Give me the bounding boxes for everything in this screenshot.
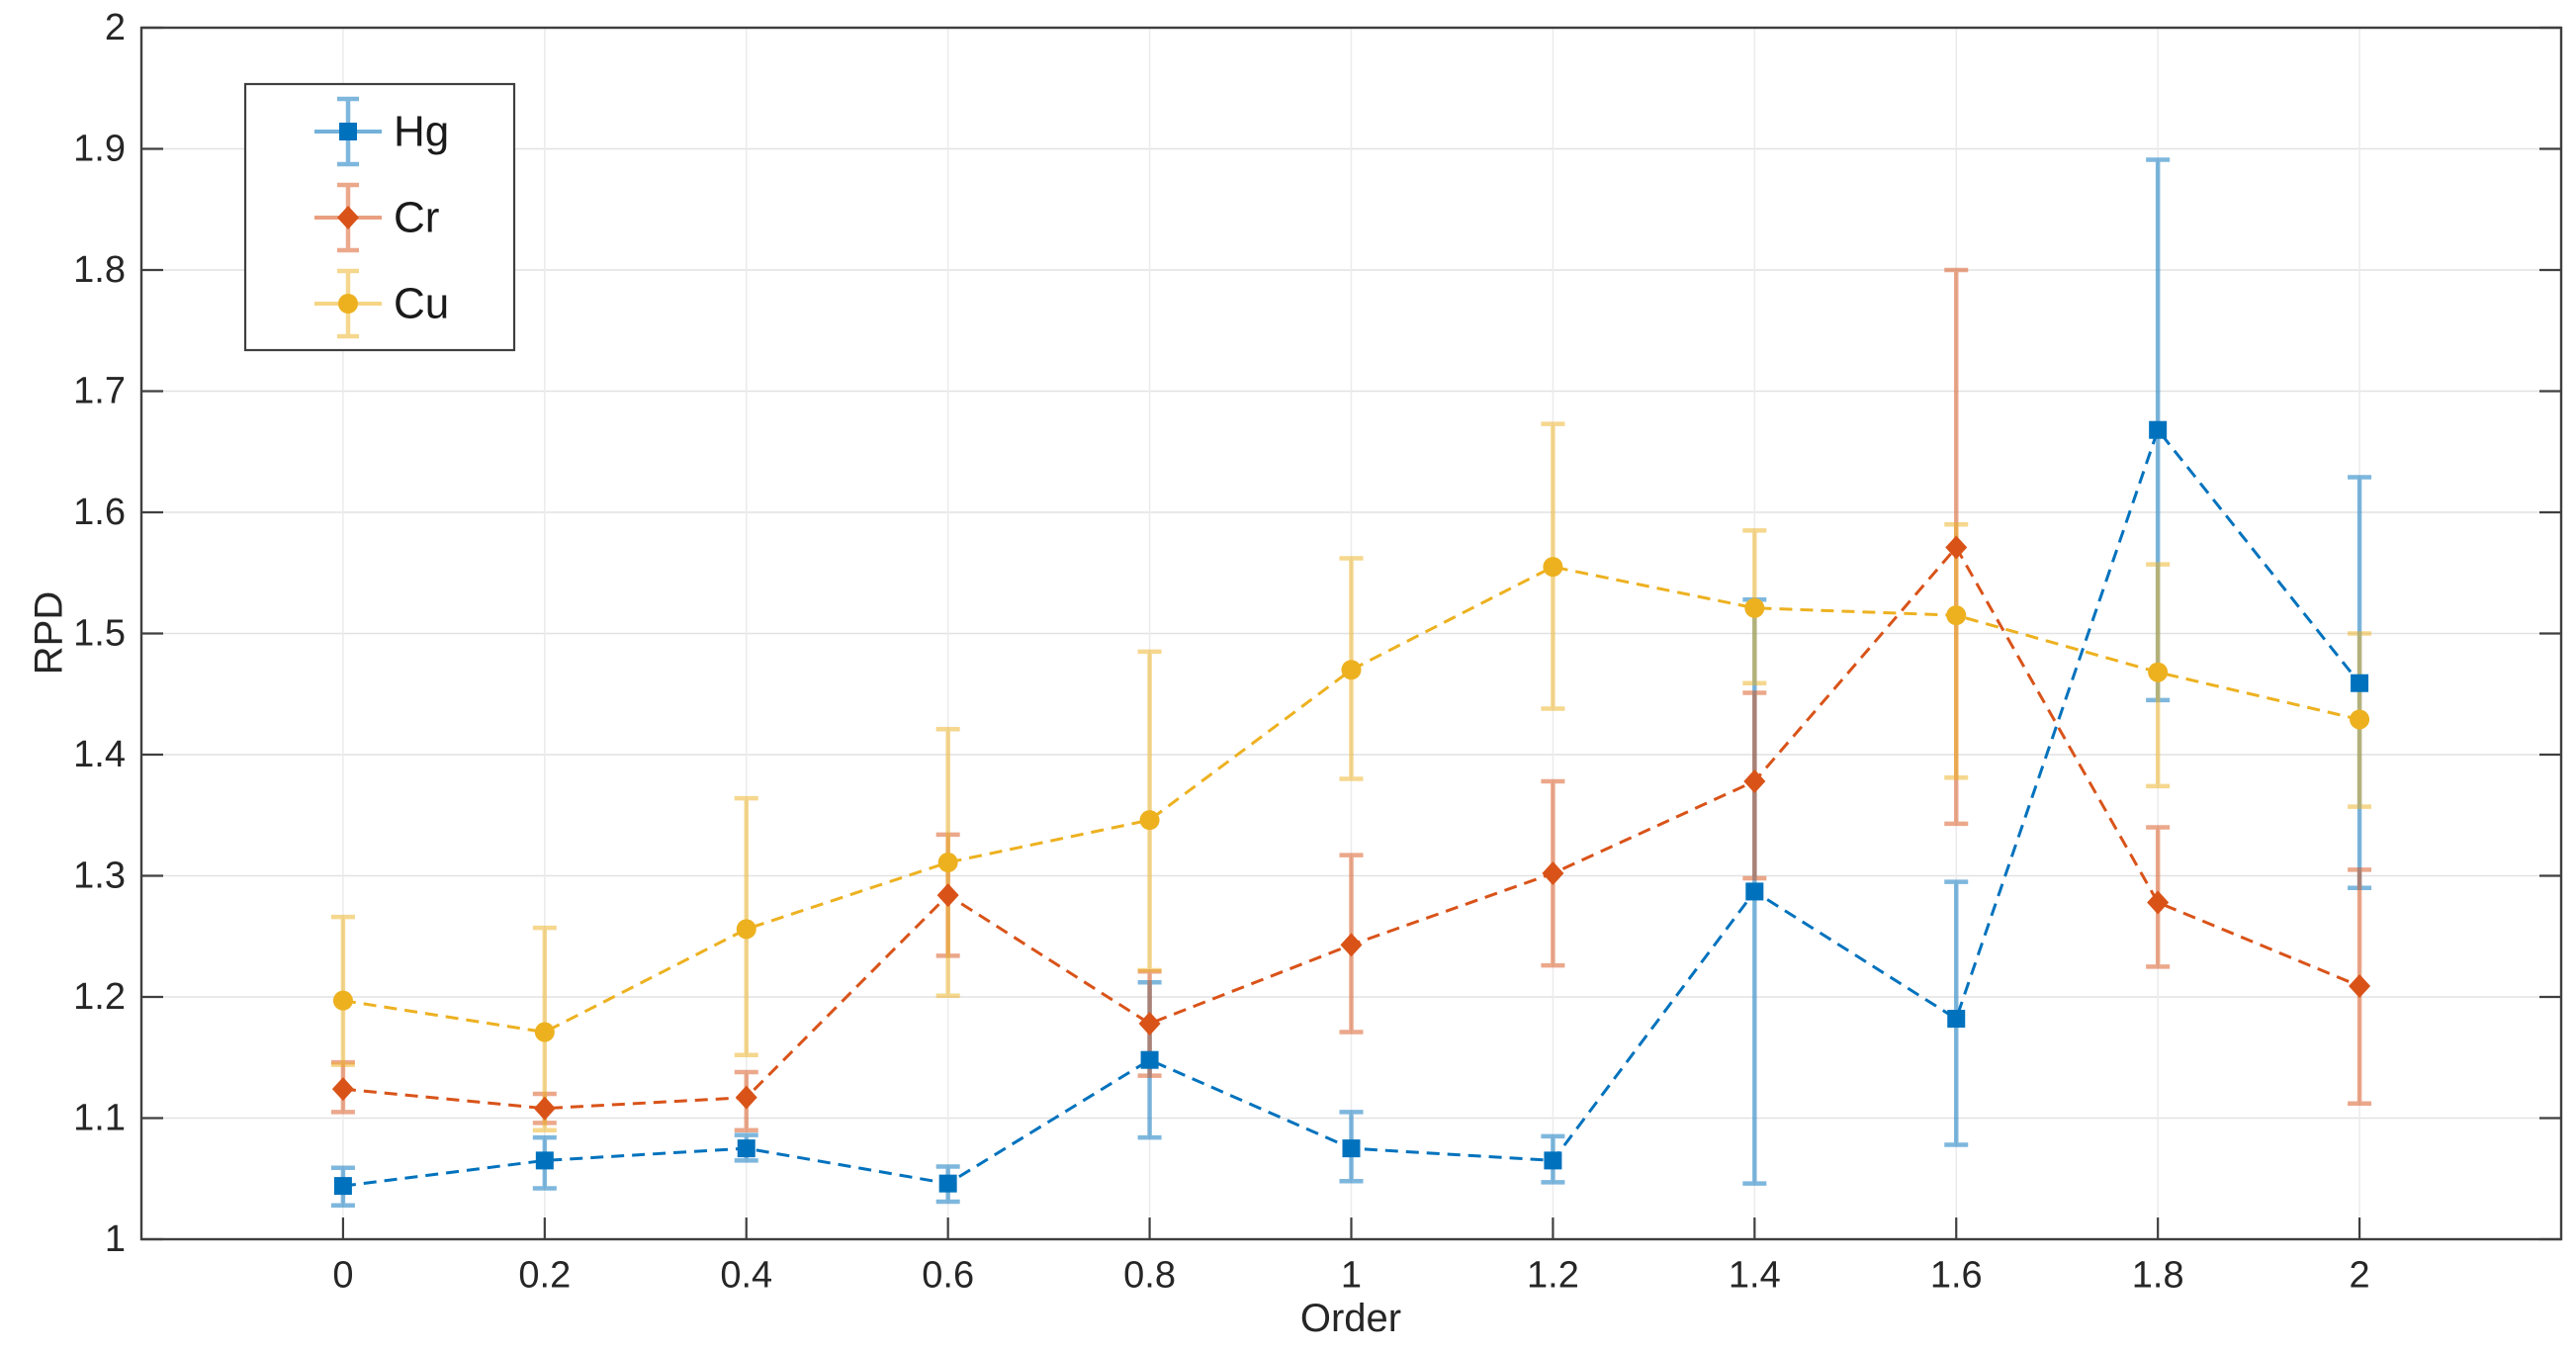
cu-series-line bbox=[342, 565, 2360, 1035]
y-tick-label: 1.7 bbox=[73, 371, 126, 412]
x-tick-label: 0.2 bbox=[518, 1254, 571, 1296]
y-tick-label: 1.2 bbox=[73, 976, 126, 1018]
cu-marker bbox=[1139, 810, 1160, 831]
cu-marker bbox=[1543, 557, 1563, 578]
cu-marker bbox=[534, 1022, 555, 1042]
cr-marker bbox=[1340, 933, 1363, 957]
y-axis-title: RPD bbox=[28, 591, 71, 675]
y-tick-label: 1.1 bbox=[73, 1098, 126, 1139]
legend-marker-hg bbox=[339, 123, 357, 140]
legend-item-hg: Hg bbox=[394, 108, 449, 156]
x-tick-label: 1 bbox=[1341, 1254, 1362, 1296]
cr-marker bbox=[1743, 768, 1766, 793]
hg-marker bbox=[333, 1177, 352, 1196]
x-tick-label: 0.8 bbox=[1123, 1254, 1176, 1296]
x-tick-label: 1.6 bbox=[1930, 1254, 1983, 1296]
legend-glyph-cr bbox=[314, 182, 382, 253]
y-tick-label: 1.3 bbox=[73, 856, 126, 897]
cu-marker bbox=[937, 853, 958, 873]
cr-marker bbox=[533, 1096, 556, 1121]
hg-marker bbox=[1544, 1151, 1562, 1170]
legend-marker-cr bbox=[337, 206, 359, 229]
x-axis-title: Order bbox=[1300, 1297, 1401, 1340]
cr-marker bbox=[936, 883, 959, 908]
cr-marker bbox=[2349, 973, 2371, 998]
hg-marker bbox=[938, 1174, 957, 1193]
hg-marker bbox=[535, 1151, 554, 1170]
cu-errorbar bbox=[1944, 522, 1969, 780]
hg-marker bbox=[2149, 420, 2168, 439]
cu-marker bbox=[1341, 660, 1362, 680]
x-tick-label: 0 bbox=[332, 1254, 353, 1296]
legend-marker-cu bbox=[338, 294, 358, 314]
legend-label-cr: Cr bbox=[394, 194, 439, 242]
x-tick-label: 1.2 bbox=[1527, 1254, 1579, 1296]
legend-label-cu: Cu bbox=[394, 280, 449, 328]
y-tick-labels: 1 1.1 1.2 1.3 1.4 1.5 1.6 1.7 1.8 1.9 2 bbox=[73, 7, 126, 1260]
x-tick-label: 1.4 bbox=[1729, 1254, 1781, 1296]
series-markers bbox=[331, 420, 2371, 1196]
x-tick-label: 2 bbox=[2350, 1254, 2370, 1296]
y-tick-label: 2 bbox=[105, 7, 126, 48]
cu-marker bbox=[736, 919, 756, 940]
cu-marker bbox=[332, 990, 353, 1011]
hg-marker bbox=[1342, 1139, 1361, 1158]
cr-marker bbox=[1542, 861, 1564, 886]
cr-marker bbox=[1945, 535, 1968, 560]
x-tick-label: 0.4 bbox=[720, 1254, 772, 1296]
legend-label-hg: Hg bbox=[394, 108, 449, 156]
hg-marker bbox=[1947, 1010, 1966, 1029]
cr-marker bbox=[1138, 1011, 1161, 1036]
cr-marker bbox=[331, 1077, 354, 1102]
legend-glyphs bbox=[314, 96, 382, 339]
hg-marker bbox=[1745, 882, 1764, 901]
hg-marker bbox=[737, 1139, 755, 1158]
hg-marker bbox=[2351, 674, 2369, 692]
y-tick-label: 1.9 bbox=[73, 129, 126, 170]
legend-item-cu: Cu bbox=[394, 280, 449, 328]
x-tick-label: 1.8 bbox=[2132, 1254, 2184, 1296]
x-tick-label: 0.6 bbox=[922, 1254, 974, 1296]
x-tick-labels: 0 0.2 0.4 0.6 0.8 1 1.2 1.4 1.6 1.8 2 bbox=[332, 1254, 2369, 1296]
cu-marker bbox=[2148, 662, 2169, 682]
y-tick-label: 1.6 bbox=[73, 492, 126, 533]
cr-marker bbox=[735, 1085, 757, 1110]
cr-marker bbox=[2147, 890, 2170, 915]
y-tick-label: 1.5 bbox=[73, 613, 126, 655]
legend-glyph-hg bbox=[314, 96, 382, 167]
legend-item-cr: Cr bbox=[394, 194, 439, 242]
y-tick-label: 1.8 bbox=[73, 249, 126, 291]
cu-marker bbox=[1744, 597, 1765, 618]
legend-glyph-cu bbox=[314, 268, 382, 339]
cu-marker bbox=[2350, 709, 2370, 730]
cu-marker bbox=[1946, 605, 1967, 626]
hg-marker bbox=[1140, 1050, 1159, 1069]
y-tick-label: 1.4 bbox=[73, 734, 126, 775]
legend-box: Hg Cr Cu bbox=[243, 82, 516, 352]
axis-ticks bbox=[141, 26, 2561, 1241]
y-tick-label: 1 bbox=[105, 1218, 126, 1260]
